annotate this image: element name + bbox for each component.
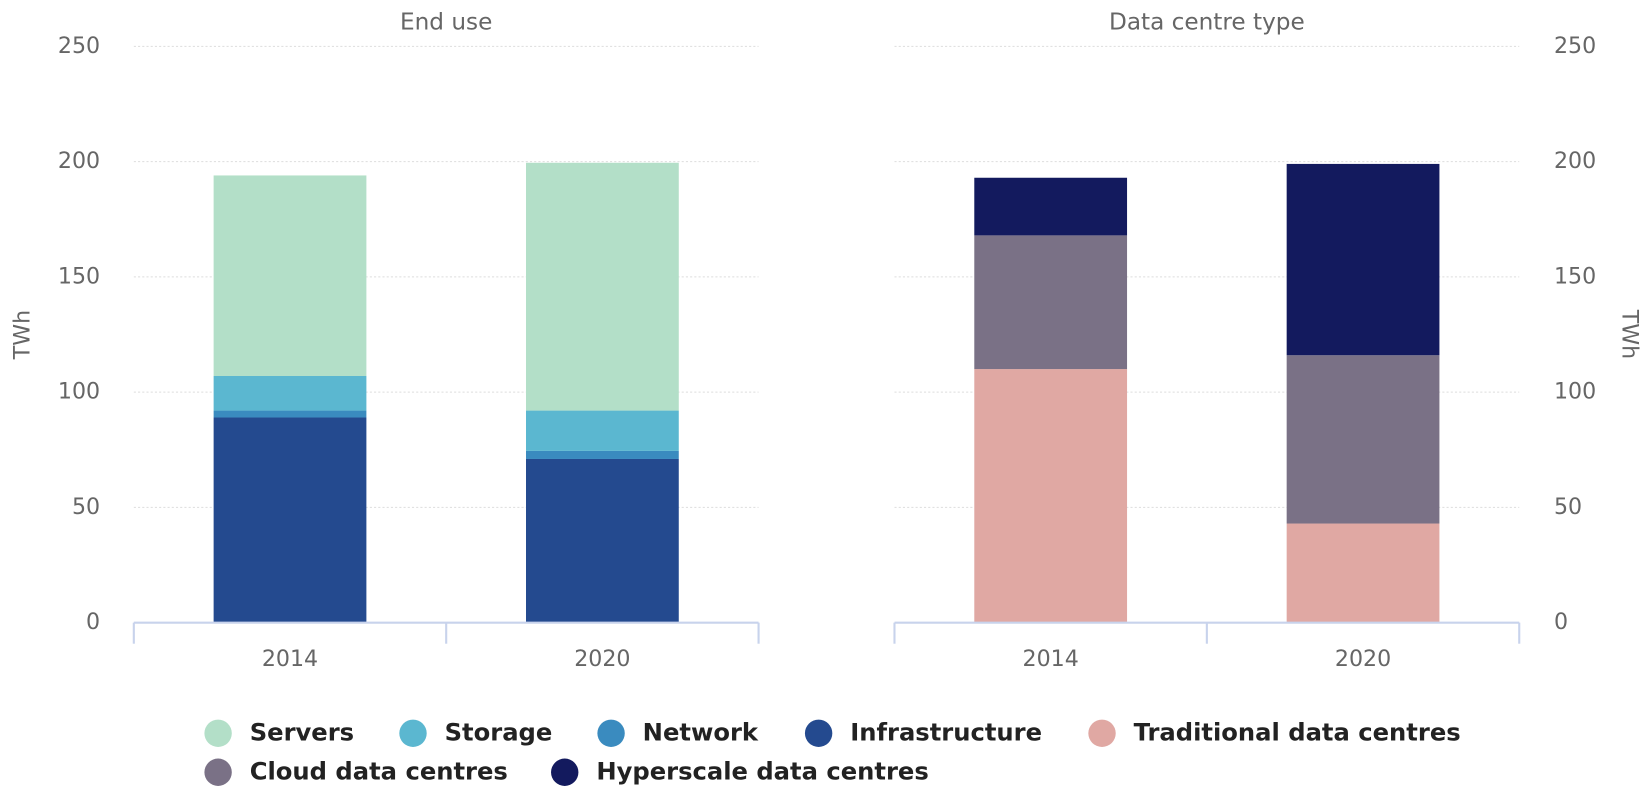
legend-swatch (399, 719, 427, 747)
y-tick-label: 150 (1554, 263, 1596, 289)
legend-swatch (204, 758, 232, 786)
legend-label: Hyperscale data centres (596, 757, 928, 785)
legend-label: Traditional data centres (1134, 718, 1461, 746)
y-tick-label: 0 (1554, 609, 1568, 635)
bar-segment (1286, 355, 1440, 524)
y-axis-label: TWh (10, 310, 36, 360)
legend-swatch (804, 719, 833, 747)
legend-label: Cloud data centres (250, 757, 508, 785)
chart-title: End use (400, 9, 492, 36)
bar-segment (1286, 163, 1440, 356)
bar-segment (974, 177, 1128, 236)
legend-label: Storage (445, 718, 553, 746)
chart-title: Data centre type (1109, 9, 1305, 36)
y-tick-label: 200 (1554, 148, 1596, 174)
bar-segment (526, 162, 679, 411)
legend-swatch (1088, 719, 1116, 747)
bar-segment (213, 410, 367, 418)
y-tick-label: 250 (1554, 33, 1596, 59)
y-tick-label: 150 (58, 263, 100, 289)
x-tick-label: 2020 (1335, 646, 1391, 672)
x-tick-label: 2020 (574, 646, 630, 672)
bar-segment (974, 369, 1128, 623)
y-axis-label: TWh (1616, 309, 1642, 359)
bar-segment (526, 410, 679, 451)
bar-segment (213, 375, 367, 411)
y-tick-label: 50 (72, 494, 100, 520)
bar-segment (1286, 523, 1440, 623)
bar-segment (213, 417, 367, 623)
y-tick-label: 250 (58, 33, 100, 59)
bar-segment (526, 458, 679, 623)
y-tick-label: 50 (1554, 494, 1582, 520)
bar-segment (974, 235, 1128, 370)
legend-swatch (597, 719, 625, 747)
legend-label: Infrastructure (850, 718, 1042, 746)
x-tick-label: 2014 (262, 646, 318, 672)
legend-label: Network (643, 718, 759, 746)
x-tick-label: 2014 (1023, 646, 1079, 672)
bar-segment (213, 175, 367, 376)
y-tick-label: 100 (1554, 379, 1596, 405)
legend-swatch (551, 758, 579, 786)
y-tick-label: 0 (86, 609, 100, 635)
y-tick-label: 200 (58, 148, 100, 174)
y-tick-label: 100 (58, 379, 100, 405)
bar-segment (526, 450, 679, 459)
legend-swatch (204, 719, 232, 747)
legend-label: Servers (250, 718, 354, 746)
